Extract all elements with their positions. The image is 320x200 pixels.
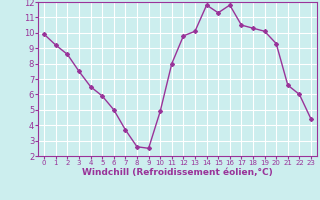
X-axis label: Windchill (Refroidissement éolien,°C): Windchill (Refroidissement éolien,°C)	[82, 168, 273, 177]
